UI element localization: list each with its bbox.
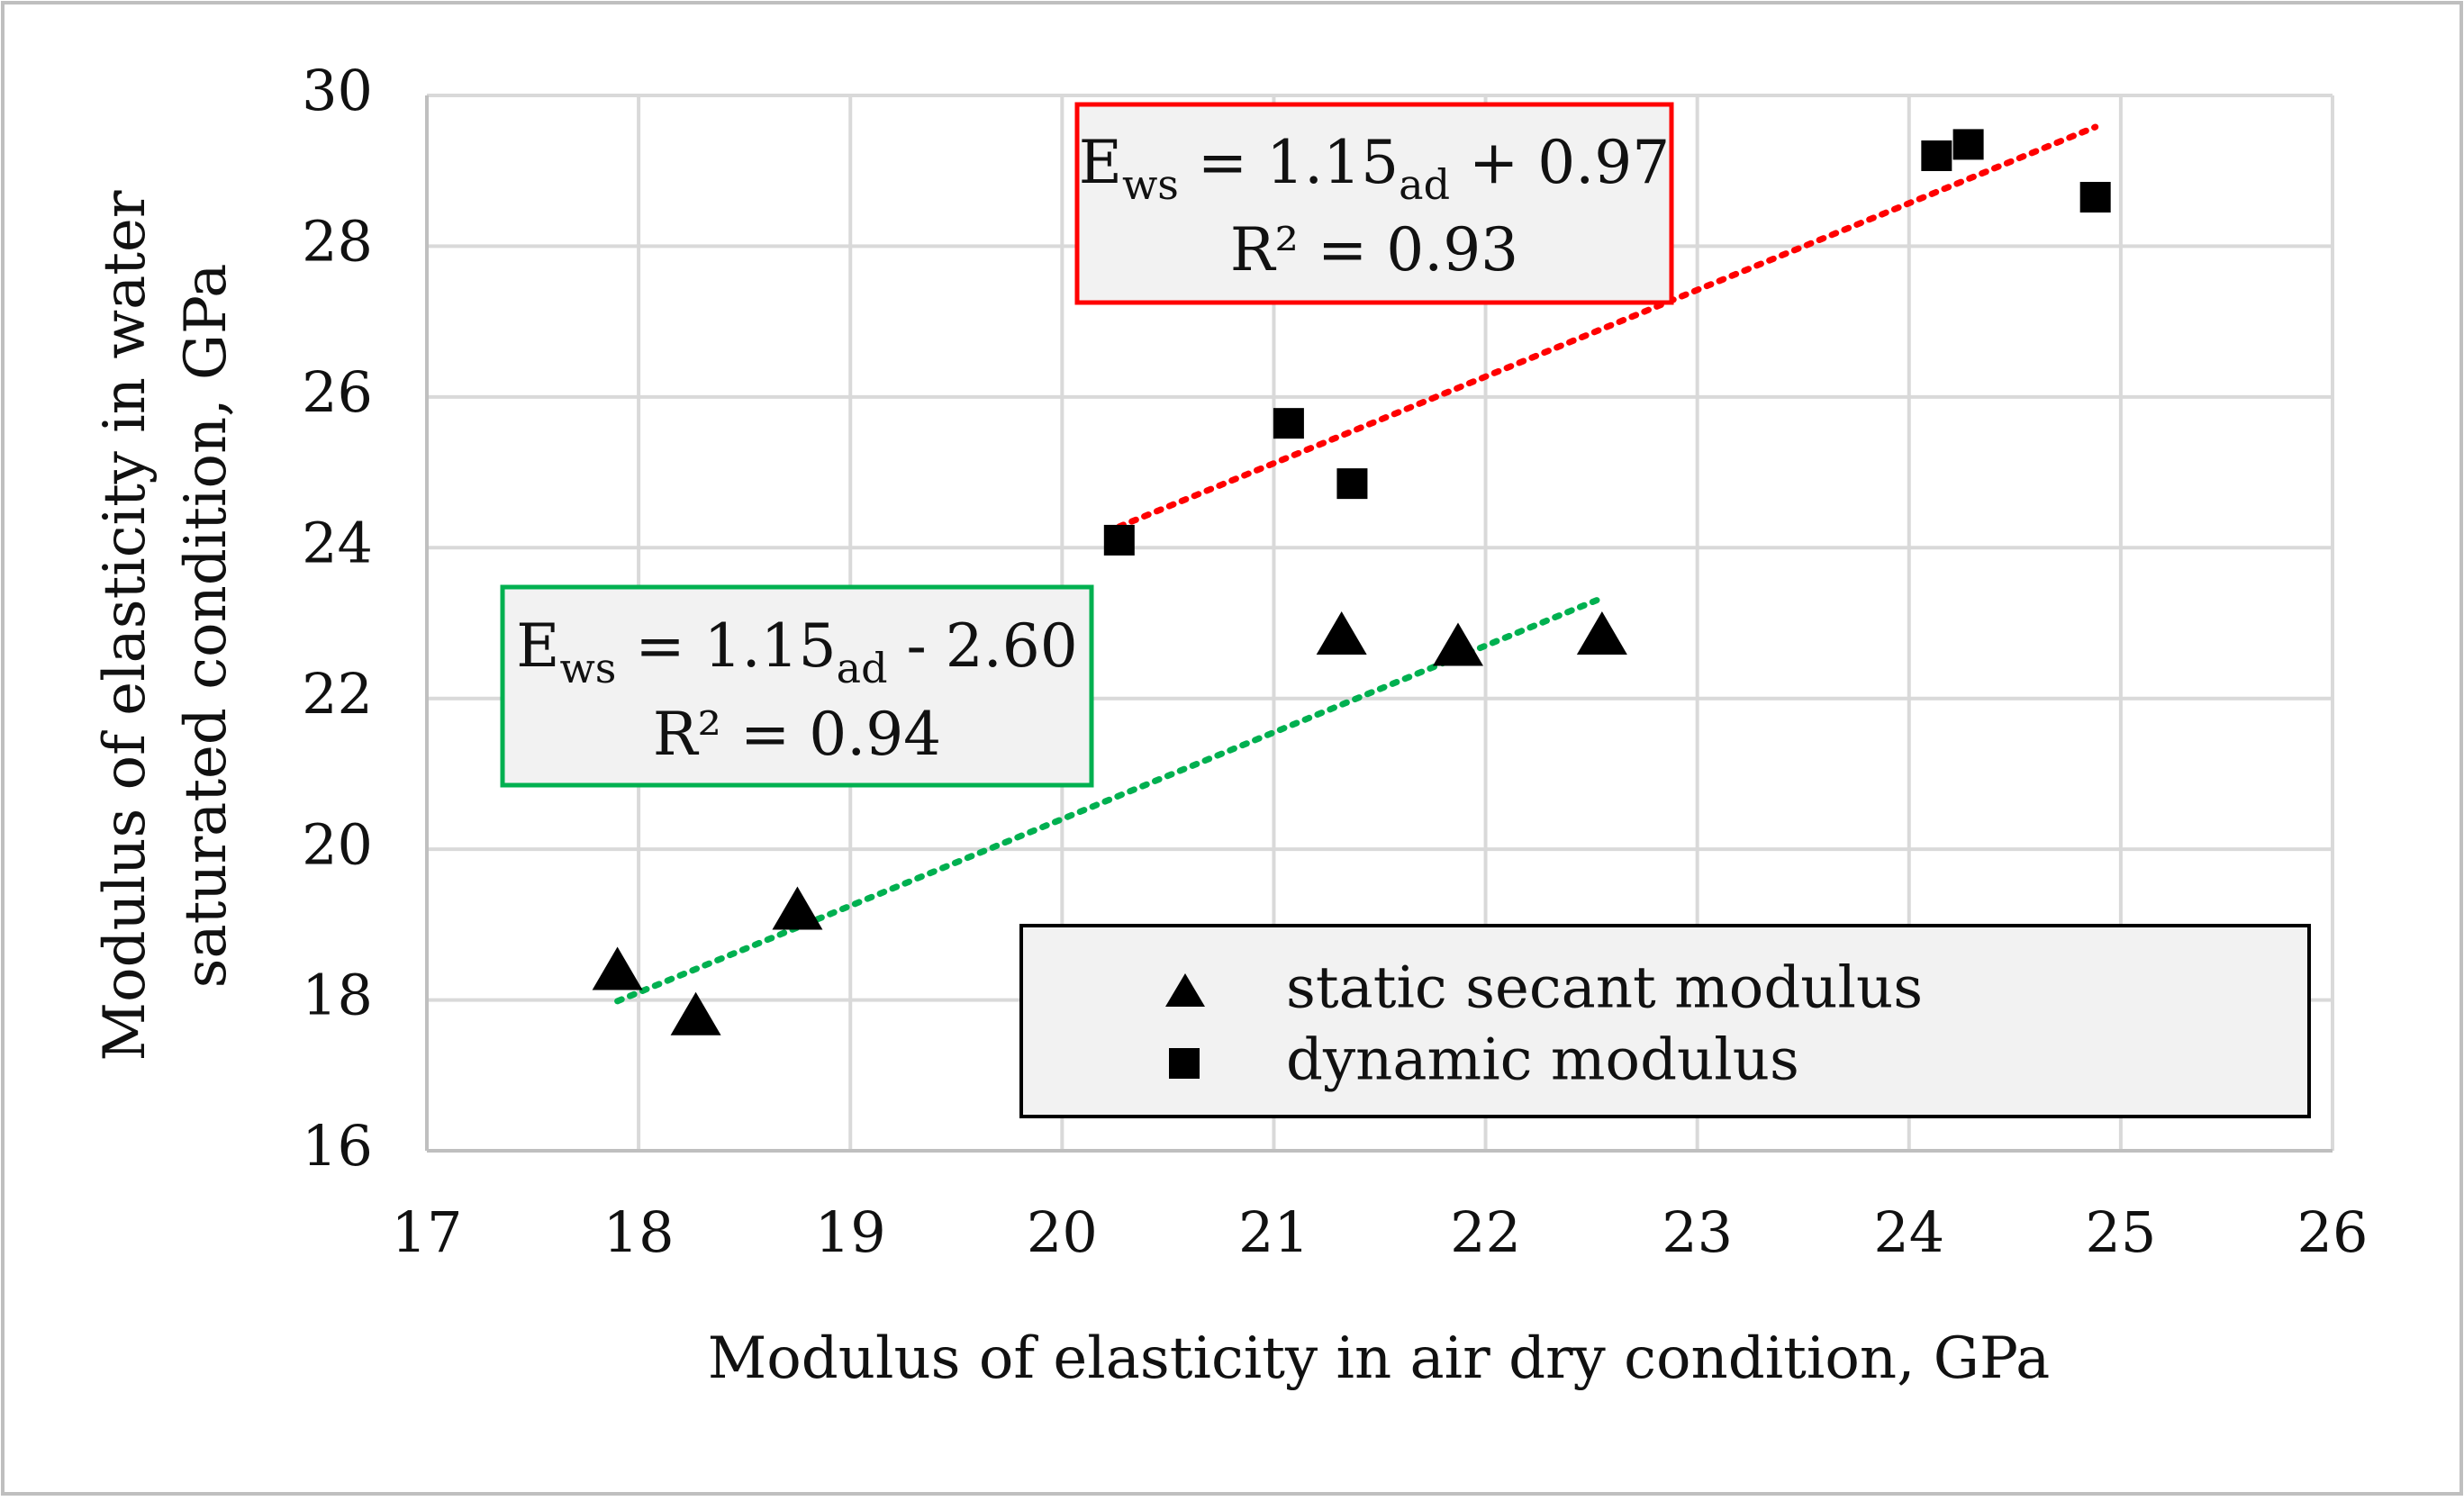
trendline-dynamic [1116, 123, 2099, 530]
tick-labels: 17 18 19 20 21 22 23 24 25 26 16 18 20 22 24 26 28 30 [302, 58, 2368, 1265]
point-dynamic-2 [1336, 468, 1368, 500]
equation-box-dynamic: Ews = 1.15ad + 0.97 R² = 0.93 [1074, 102, 1674, 305]
point-dynamic-0 [1103, 524, 1135, 556]
point-static-2 [772, 886, 823, 930]
point-static-1 [670, 991, 721, 1035]
point-dynamic-3 [1921, 140, 1952, 171]
y-tick-label-30: 30 [302, 58, 373, 123]
point-static-5 [1576, 610, 1627, 655]
equation-box-static: Ews = 1.15ad - 2.60 R² = 0.94 [500, 584, 1094, 788]
equation-box-dynamic-frame [1074, 102, 1674, 305]
equation-box-static-frame [500, 584, 1094, 788]
point-static-4 [1432, 622, 1483, 666]
x-tick-label-25: 25 [2085, 1199, 2156, 1265]
y-axis-title-line-2: saturated condition, GPa [173, 264, 240, 989]
x-tick-label-24: 24 [1873, 1199, 1944, 1265]
equation-static-formula: Ews = 1.15ad - 2.60 [516, 611, 1077, 692]
legend-marker-dynamic [1169, 1048, 1200, 1079]
y-tick-label-18: 18 [302, 963, 373, 1028]
point-static-0 [592, 946, 643, 990]
y-tick-label-20: 20 [302, 811, 373, 877]
equation-dynamic-formula: Ews = 1.15ad + 0.97 [1079, 128, 1670, 209]
x-tick-label-21: 21 [1238, 1199, 1309, 1265]
x-tick-label-23: 23 [1662, 1199, 1733, 1265]
y-tick-label-24: 24 [302, 510, 373, 575]
point-static-3 [1316, 610, 1367, 655]
x-tick-label-26: 26 [2297, 1199, 2369, 1265]
x-tick-label-18: 18 [603, 1199, 675, 1265]
markers [592, 129, 2111, 1035]
y-tick-label-26: 26 [302, 359, 373, 425]
equation-dynamic-r2: R² = 0.93 [1230, 215, 1518, 285]
point-dynamic-5 [2079, 182, 2111, 213]
x-tick-label-19: 19 [815, 1199, 886, 1265]
point-dynamic-1 [1273, 408, 1304, 439]
trendline-static [614, 594, 1606, 1005]
legend-label-dynamic: dynamic modulus [1286, 1027, 1799, 1094]
equation-static-r2: R² = 0.94 [653, 700, 941, 769]
y-tick-label-28: 28 [302, 209, 373, 275]
y-axis-title-line-1: Modulus of elasticity in water [92, 190, 159, 1061]
legend: static secant modulus dynamic modulus [1019, 924, 2311, 1118]
legend-frame [1019, 924, 2311, 1118]
legend-marker-static [1165, 973, 1205, 1007]
x-tick-label-17: 17 [392, 1199, 463, 1265]
x-tick-label-22: 22 [1450, 1199, 1521, 1265]
legend-label-static: static secant modulus [1286, 955, 1923, 1022]
point-dynamic-4 [1952, 129, 1984, 160]
axes [425, 95, 2333, 1153]
y-tick-label-16: 16 [302, 1113, 373, 1179]
x-tick-label-20: 20 [1027, 1199, 1098, 1265]
trendlines [614, 123, 2099, 1005]
y-tick-label-22: 22 [302, 661, 373, 727]
x-axis-title: Modulus of elasticity in air dry conditi… [708, 1325, 2051, 1392]
